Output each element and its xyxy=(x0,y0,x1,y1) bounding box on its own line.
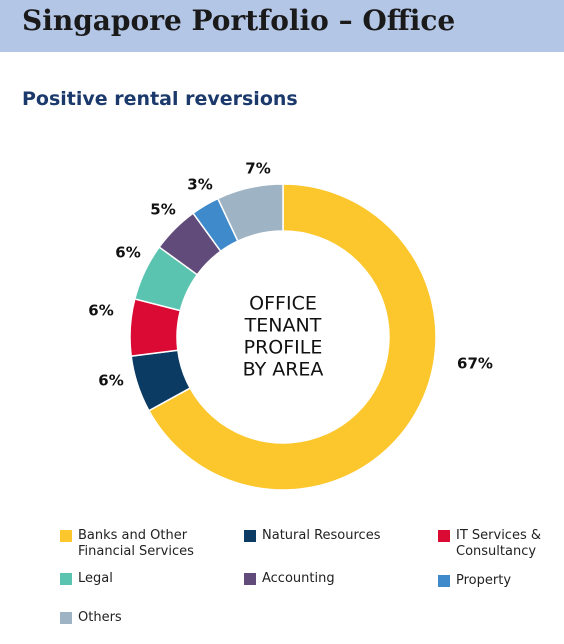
donut-slice xyxy=(216,183,284,243)
legend-label: Natural Resources xyxy=(262,528,381,543)
legend-label: Property xyxy=(456,573,512,588)
page-subtitle: Positive rental reversions xyxy=(22,88,298,110)
legend-item: Accounting xyxy=(244,571,424,605)
legend-item: Legal xyxy=(60,571,240,605)
donut-slice xyxy=(147,183,437,491)
percent-label: 3% xyxy=(187,176,212,194)
center-text-line: BY AREA xyxy=(243,359,324,381)
percent-label: 5% xyxy=(150,201,175,219)
legend-item: Property xyxy=(438,573,564,607)
legend-swatch xyxy=(60,530,72,542)
legend-swatch xyxy=(438,530,450,542)
legend-label: Others xyxy=(78,610,122,625)
page-title: Singapore Portfolio – Office xyxy=(22,4,456,37)
percent-label: 6% xyxy=(115,244,140,262)
percent-label: 6% xyxy=(88,302,113,320)
legend-label: Legal xyxy=(78,571,113,586)
legend-item: Natural Resources xyxy=(244,528,424,562)
center-text-line: PROFILE xyxy=(244,337,323,359)
donut-slices xyxy=(129,183,437,491)
legend-swatch xyxy=(244,573,256,585)
percent-label: 7% xyxy=(245,160,270,178)
title-bar: Singapore Portfolio – Office xyxy=(0,0,564,52)
percent-labels: 67% 6% 6% 6% 5% 3% 7% xyxy=(88,160,493,390)
legend-item: Others xyxy=(60,610,240,644)
legend-item: IT Services & Consultancy xyxy=(438,528,564,562)
legend-swatch xyxy=(438,575,450,587)
center-text-line: OFFICE xyxy=(249,293,317,315)
percent-label: 67% xyxy=(457,355,493,373)
percent-label: 6% xyxy=(98,372,123,390)
legend-label: IT Services & Consultancy xyxy=(456,528,541,559)
legend-item: Banks and Other Financial Services xyxy=(60,528,240,562)
legend-label: Accounting xyxy=(262,571,335,586)
legend-swatch xyxy=(244,530,256,542)
legend-swatch xyxy=(60,573,72,585)
legend-label: Banks and Other Financial Services xyxy=(78,528,194,559)
legend-swatch xyxy=(60,612,72,624)
center-text-line: TENANT xyxy=(244,315,322,337)
